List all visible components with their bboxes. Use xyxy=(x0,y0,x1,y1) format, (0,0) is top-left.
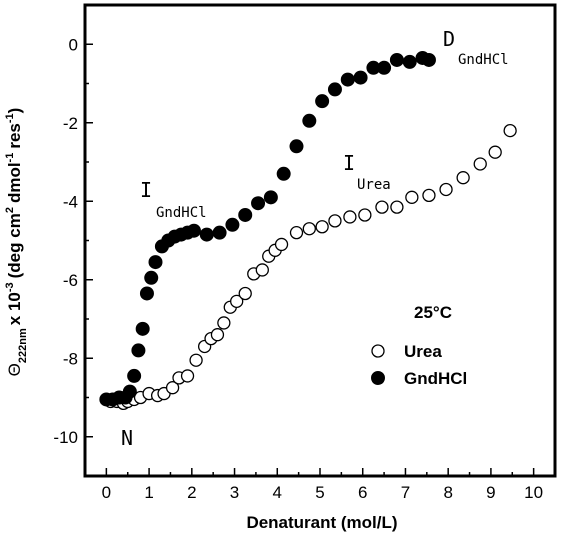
x-axis-ticks: 0 1 2 3 4 5 6 7 8 9 10 xyxy=(102,468,543,502)
legend-title: 25°C xyxy=(414,303,452,322)
data-point-urea xyxy=(255,263,269,277)
data-point-gndhcl xyxy=(353,70,368,85)
y-axis-theta: Θ xyxy=(5,363,24,376)
data-point-urea xyxy=(390,200,404,214)
data-point-gndhcl xyxy=(302,113,317,128)
x-tick-label: 1 xyxy=(144,483,153,502)
y-axis-units-mid: dmol xyxy=(5,162,24,203)
y-tick-label: 0 xyxy=(69,35,78,54)
data-point-gndhcl xyxy=(263,190,278,205)
data-point-gndhcl xyxy=(377,60,392,75)
data-point-urea xyxy=(217,316,231,330)
data-point-gndhcl xyxy=(212,225,227,240)
data-point-urea xyxy=(238,286,252,301)
data-point-gndhcl xyxy=(225,217,240,232)
data-point-gndhcl xyxy=(186,223,201,238)
data-point-urea xyxy=(439,182,453,197)
data-point-urea xyxy=(165,381,180,395)
y-tick-label: -10 xyxy=(53,428,78,447)
data-point-urea xyxy=(343,210,357,224)
x-axis-label: Denaturant (mol/L) xyxy=(246,513,397,532)
y-axis-ticks: 0 -2 -4 -6 -8 -10 xyxy=(53,4,93,477)
y-axis-units: (deg cm xyxy=(5,213,24,278)
data-point-gndhcl xyxy=(340,72,355,87)
data-point-urea xyxy=(456,171,470,185)
data-point-gndhcl xyxy=(402,54,417,69)
data-point-gndhcl xyxy=(144,270,159,285)
data-point-urea xyxy=(422,188,436,203)
legend-label-gndhcl: GndHCl xyxy=(404,369,467,388)
y-axis-subscript: 222nm xyxy=(17,328,29,363)
x-tick-label: 7 xyxy=(401,483,410,502)
data-point-urea xyxy=(503,123,517,138)
legend-marker-urea xyxy=(371,344,385,358)
data-point-gndhcl xyxy=(122,384,137,399)
data-point-urea xyxy=(375,200,389,214)
annotation-i-gndhcl-sub: GndHCl xyxy=(156,205,207,221)
series-urea xyxy=(103,123,517,411)
data-point-gndhcl xyxy=(135,321,150,336)
x-tick-label: 0 xyxy=(102,483,111,502)
y-axis-label: Θ222nmx 10-3(deg cm2dmol-1res-1) xyxy=(4,108,29,377)
data-point-gndhcl xyxy=(421,52,436,67)
y-axis-scale-exp: -3 xyxy=(4,282,16,292)
y-tick-label: -6 xyxy=(63,271,78,290)
data-point-urea xyxy=(473,157,487,171)
y-tick-label: -8 xyxy=(63,349,78,368)
annotation-n: N xyxy=(121,426,133,450)
annotation-d-gndhcl-sub: GndHCl xyxy=(458,52,509,68)
data-point-gndhcl xyxy=(148,255,163,270)
x-tick-label: 4 xyxy=(273,483,282,502)
y-tick-label: -4 xyxy=(63,192,78,211)
data-point-gndhcl xyxy=(327,82,342,97)
data-point-gndhcl xyxy=(238,207,253,222)
x-tick-label: 10 xyxy=(524,483,543,502)
data-point-urea xyxy=(289,225,304,240)
y-axis-units-close: ) xyxy=(5,108,24,114)
y-axis-units-exp3: -1 xyxy=(4,113,16,123)
data-point-gndhcl xyxy=(289,139,304,154)
x-tick-label: 8 xyxy=(443,483,452,502)
y-axis-units-exp2: -1 xyxy=(4,153,16,163)
data-point-urea xyxy=(230,294,244,308)
data-point-gndhcl xyxy=(315,94,330,109)
x-tick-label: 3 xyxy=(230,483,239,502)
data-point-urea xyxy=(180,369,195,383)
plot-frame xyxy=(83,3,557,478)
data-point-urea xyxy=(315,220,329,234)
data-point-urea xyxy=(405,190,419,204)
data-point-gndhcl xyxy=(251,196,266,211)
annotation-i-urea-sub: Urea xyxy=(357,177,391,193)
data-point-gndhcl xyxy=(131,343,146,358)
data-point-urea xyxy=(274,237,289,252)
data-point-urea xyxy=(358,208,372,222)
series-gndhcl xyxy=(99,50,436,407)
x-tick-label: 5 xyxy=(315,483,324,502)
data-point-gndhcl xyxy=(199,227,214,242)
data-point-urea xyxy=(210,328,225,342)
x-tick-label: 9 xyxy=(486,483,495,502)
y-axis-scale: x 10 xyxy=(5,292,24,325)
y-axis-units-exp1: 2 xyxy=(4,207,16,213)
x-tick-label: 6 xyxy=(358,483,367,502)
y-tick-label: -2 xyxy=(63,114,78,133)
data-point-gndhcl xyxy=(127,368,142,383)
legend-label-urea: Urea xyxy=(404,342,442,361)
data-point-gndhcl xyxy=(139,286,154,301)
data-point-urea xyxy=(189,353,203,367)
data-point-urea xyxy=(328,214,342,228)
legend-marker-gndhcl xyxy=(371,371,385,385)
annotation-i-urea: I xyxy=(343,151,355,175)
annotation-i-gndhcl: I xyxy=(140,178,152,202)
data-point-urea xyxy=(488,145,502,159)
y-axis-units-end: res xyxy=(5,123,24,149)
annotation-d-gndhcl: D xyxy=(443,27,455,51)
data-point-urea xyxy=(302,222,316,236)
data-point-gndhcl xyxy=(276,166,291,181)
svg-text:Θ222nmx 10-3(deg cm2dmol-1res-: Θ222nmx 10-3(deg cm2dmol-1res-1) xyxy=(4,108,29,377)
data-point-gndhcl xyxy=(389,52,404,67)
x-tick-label: 2 xyxy=(187,483,196,502)
legend: 25°C Urea GndHCl xyxy=(371,303,467,388)
